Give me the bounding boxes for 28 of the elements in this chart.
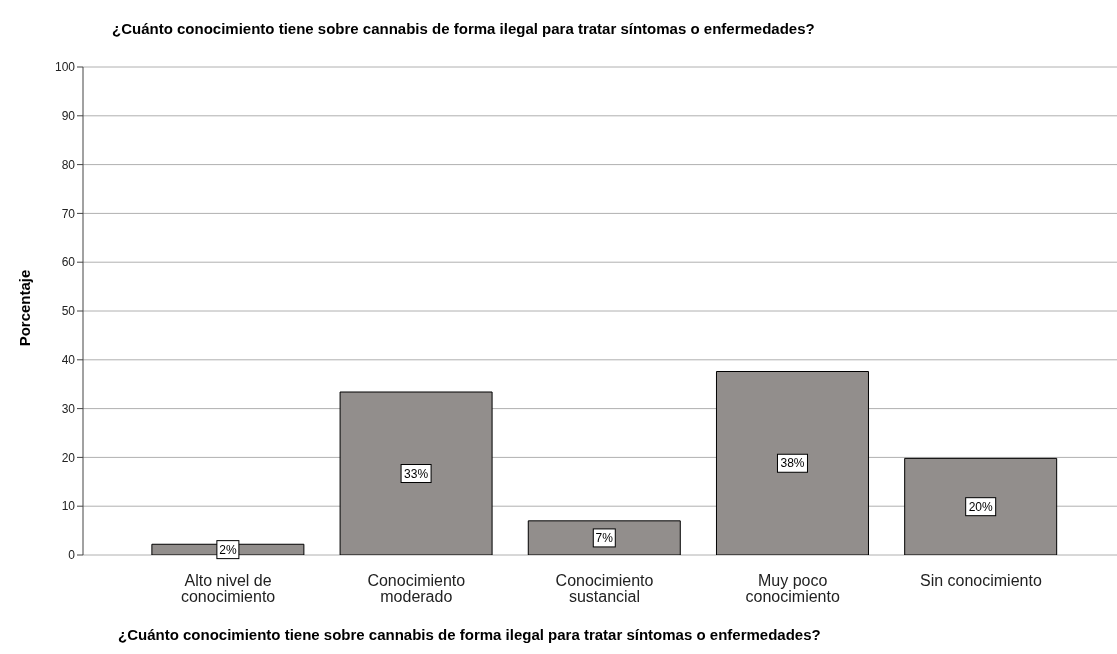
x-tick-label: Conocimiento moderado — [367, 572, 466, 606]
x-axis-title: ¿Cuánto conocimiento tiene sobre cannabis de forma ilegal para tratar síntomas o enfermedades? — [118, 626, 821, 643]
y-axis-title: Porcentaje — [15, 269, 33, 347]
bar — [715, 371, 869, 555]
bar — [339, 391, 493, 555]
y-tick-label: 20 — [61, 450, 76, 465]
y-tick-label: 70 — [61, 206, 76, 221]
data-label: 2% — [219, 542, 237, 557]
data-label: 33% — [404, 466, 429, 481]
y-tick-label: 0 — [68, 548, 76, 563]
y-tick-label: 50 — [61, 304, 76, 319]
x-tick-label: Conocimiento sustancial — [555, 572, 654, 606]
x-tick-label: Muy poco conocimiento — [745, 572, 840, 606]
bar — [527, 520, 681, 555]
y-tick-label: 30 — [61, 401, 76, 416]
data-label: 7% — [595, 530, 614, 545]
x-tick-label: Sin conocimiento — [919, 572, 1042, 590]
y-tick-label: 40 — [61, 353, 76, 368]
bar — [904, 457, 1058, 555]
x-tick-label: Alto nivel de conocimiento — [180, 572, 276, 606]
data-label: 20% — [968, 499, 994, 514]
y-tick-label: 80 — [61, 157, 76, 172]
y-tick-label: 90 — [61, 109, 76, 124]
y-tick-label: 100 — [54, 60, 76, 75]
y-tick-label: 10 — [61, 499, 76, 514]
chart-title: ¿Cuánto conocimiento tiene sobre cannabis de forma ilegal para tratar síntomas o enfermedades? — [112, 20, 815, 37]
y-tick-label: 60 — [61, 255, 76, 270]
data-label: 38% — [780, 456, 805, 471]
